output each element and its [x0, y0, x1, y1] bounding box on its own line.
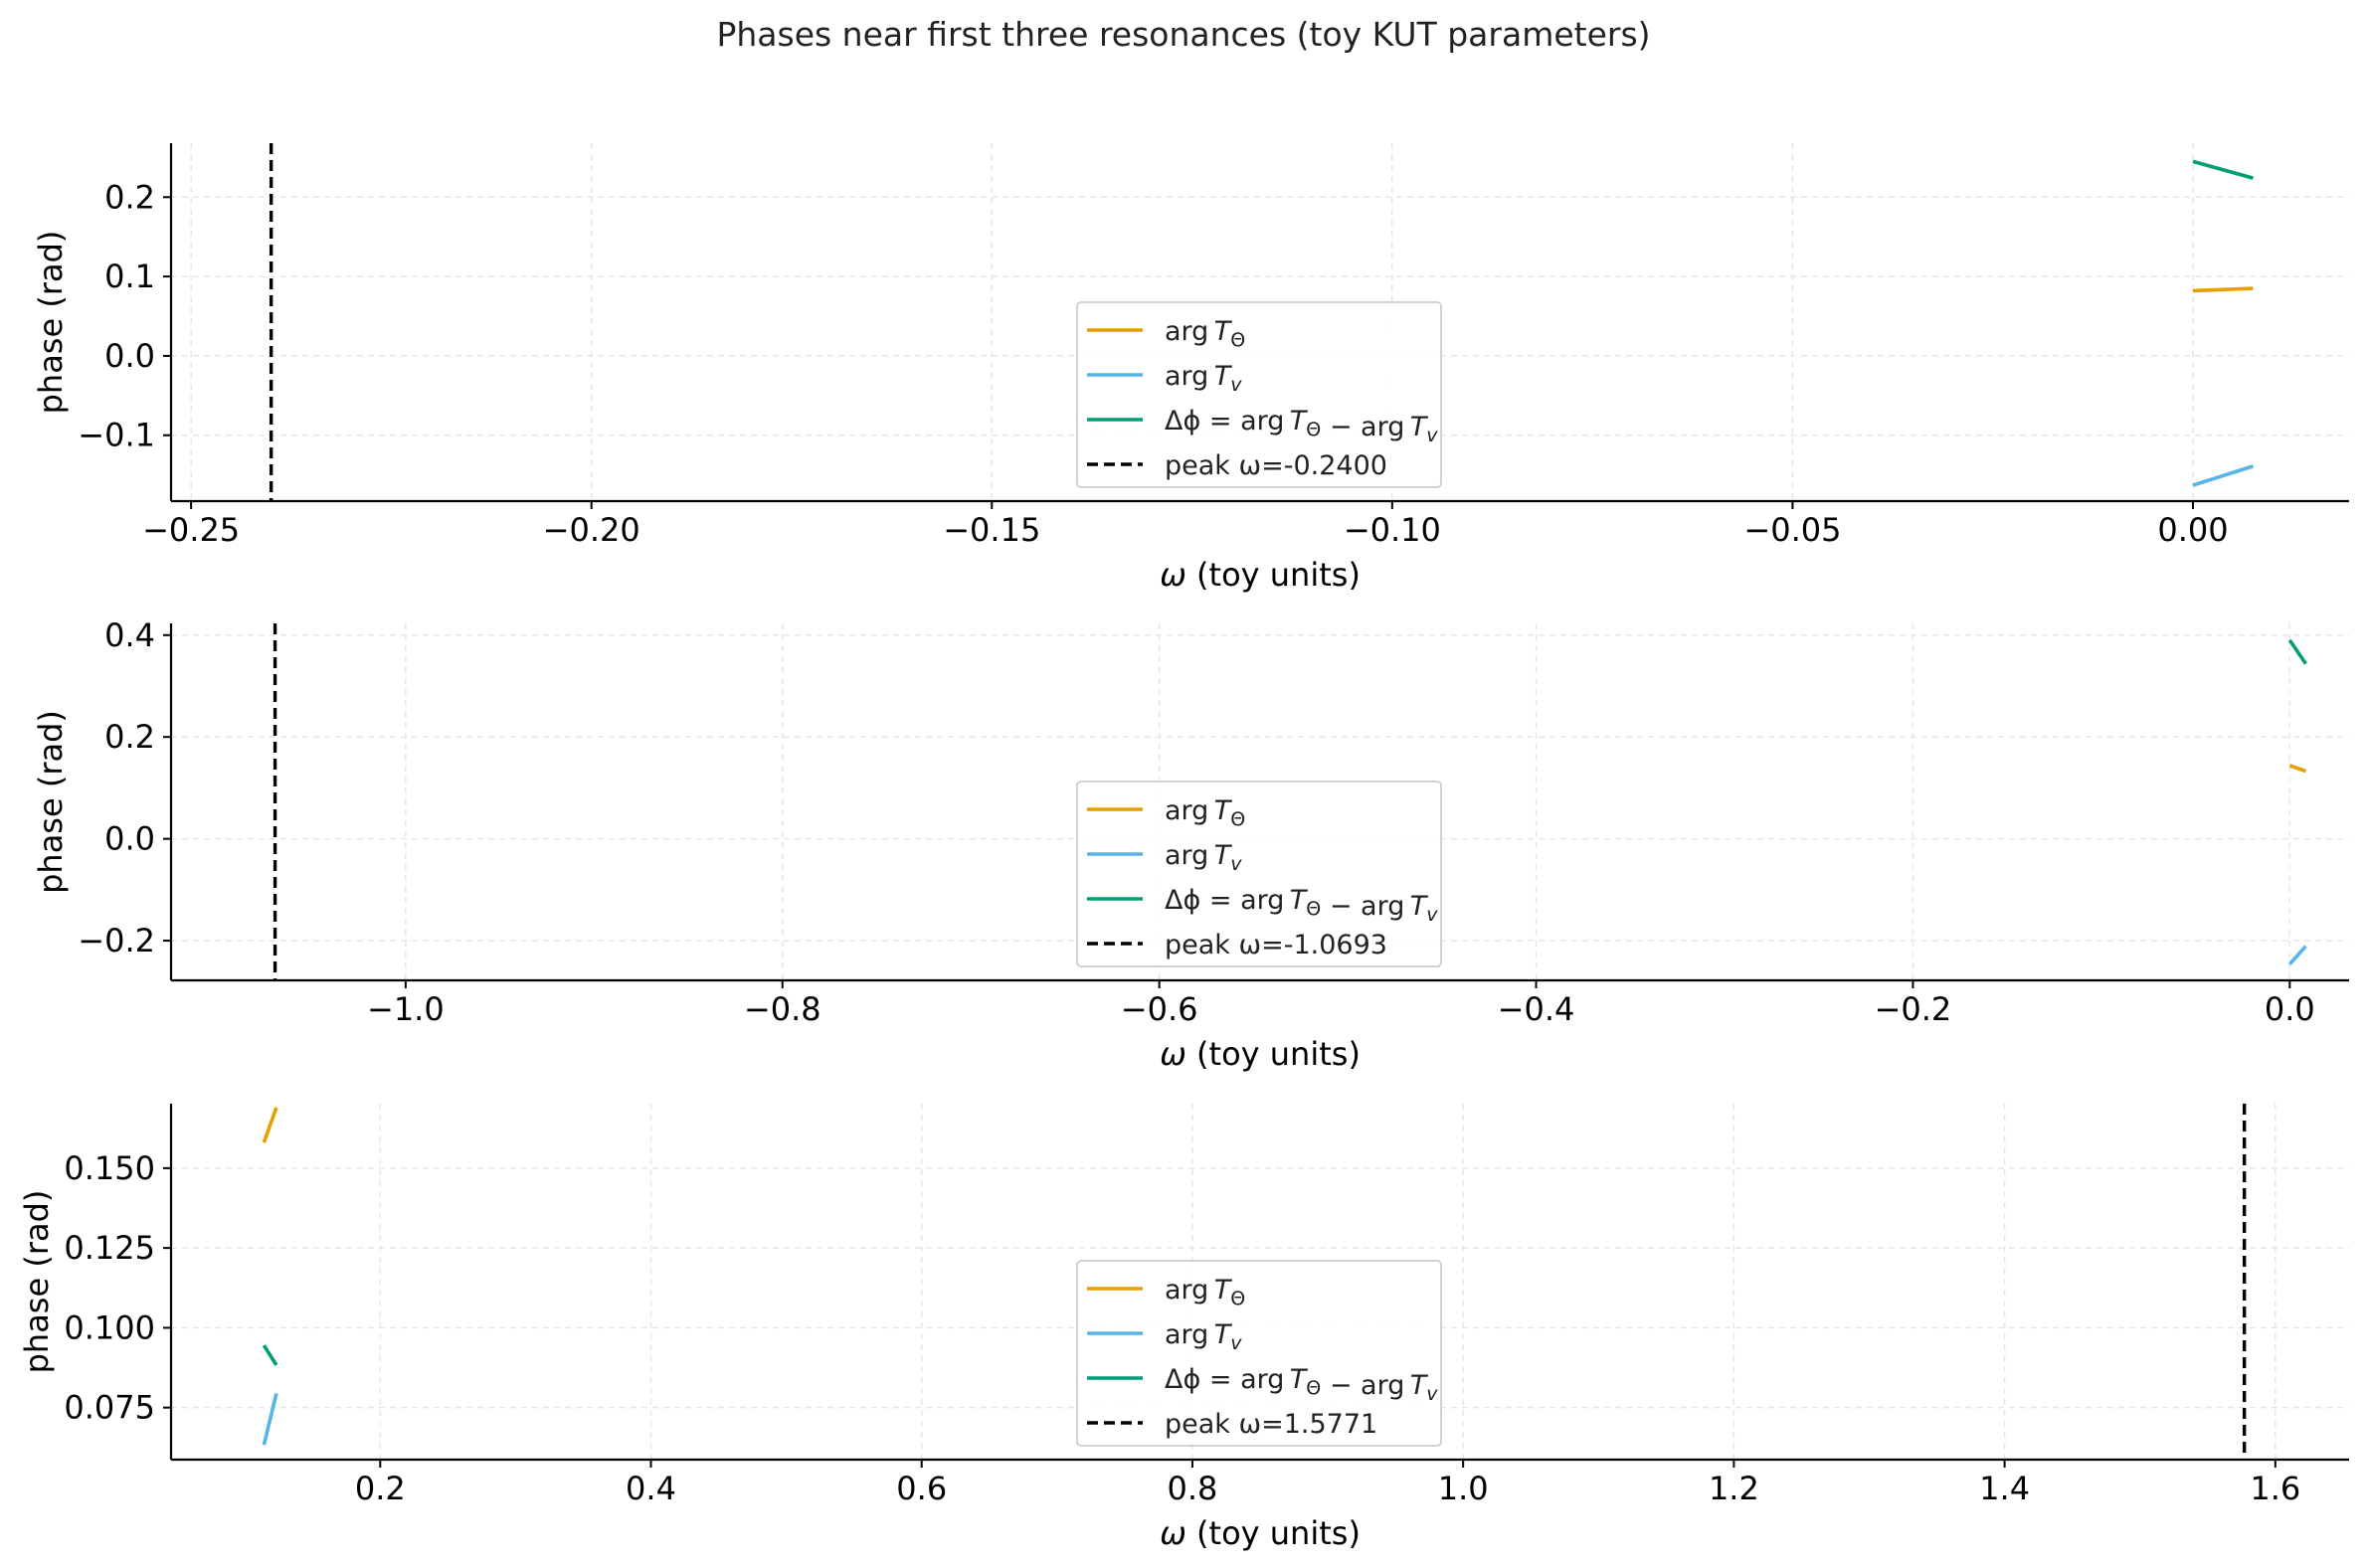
legend-box	[1076, 1260, 1442, 1447]
legend-label-peak: peak ω=-1.0693	[1165, 930, 1387, 960]
series-line-delta_phi	[2192, 159, 2254, 180]
y-tick-label: 0.4	[104, 616, 155, 654]
x-tick-label: 0.8	[1168, 1470, 1218, 1507]
y-tick-label: 0.0	[104, 337, 155, 375]
y-tick-label: 0.075	[64, 1389, 155, 1427]
y-tick-label: 0.2	[104, 178, 155, 216]
series-line-argT_theta	[2192, 286, 2254, 293]
x-tick-label: 1.4	[1979, 1470, 2030, 1507]
series-line-argT_v	[2192, 464, 2254, 487]
legend-label-argT_v: arg Tv	[1165, 840, 1242, 875]
legend-label-delta_phi: Δϕ = arg TΘ − arg Tv	[1165, 885, 1438, 926]
x-tick-label: −0.10	[1344, 511, 1441, 549]
panel-2: −1.0 −0.8 −0.6 −0.4 −0.2 0.0 −0.2 0.0 0.2 0.4 ω (t…	[32, 616, 2349, 1073]
legend-label-argT_v: arg Tv	[1165, 361, 1242, 396]
legend-label-argT_v: arg Tv	[1165, 1319, 1242, 1354]
x-tick-label: 0.2	[355, 1470, 406, 1507]
x-axis-title: ω (toy units)	[1160, 1035, 1361, 1073]
legend: arg TΘ arg Tv Δϕ = arg TΘ − arg Tv peak ω=-…	[1076, 781, 1442, 967]
x-tick-label: 1.2	[1709, 1470, 1759, 1507]
legend-label-peak: peak ω=1.5771	[1165, 1409, 1377, 1440]
x-tick-label: −0.25	[142, 511, 240, 549]
x-tick-label: 0.0	[2265, 990, 2315, 1028]
legend-label-argT_theta: arg TΘ	[1165, 316, 1245, 351]
x-tick-label: 1.0	[1438, 1470, 1489, 1507]
y-tick-label: 0.2	[104, 718, 155, 756]
y-axis-title: phase (rad)	[18, 1190, 56, 1374]
series-line-delta_phi	[2287, 638, 2307, 665]
x-tick-label: 0.4	[626, 1470, 676, 1507]
legend-box	[1076, 301, 1442, 488]
y-tick-label: 0.100	[64, 1308, 155, 1346]
legend-label-delta_phi: Δϕ = arg TΘ − arg Tv	[1165, 1364, 1438, 1405]
x-tick-label: −1.0	[367, 990, 445, 1028]
x-tick-label: −0.2	[1875, 990, 1952, 1028]
x-tick-label: −0.8	[744, 990, 821, 1028]
y-tick-label: 0.0	[104, 820, 155, 858]
x-tick-label: −0.20	[543, 511, 640, 549]
series-line-argT_v	[262, 1393, 278, 1446]
x-axis-title: ω (toy units)	[1160, 1514, 1361, 1552]
series-line-argT_v	[2287, 945, 2307, 965]
x-tick-label: 0.00	[2157, 511, 2228, 549]
y-tick-label: 0.125	[64, 1229, 155, 1267]
legend-label-delta_phi: Δϕ = arg TΘ − arg Tv	[1165, 406, 1438, 446]
series-line-delta_phi	[262, 1344, 278, 1366]
x-tick-label: 0.6	[896, 1470, 947, 1507]
figure-title: Phases near first three resonances (toy …	[716, 15, 1650, 54]
y-tick-label: 0.1	[104, 258, 155, 295]
series-line-argT_theta	[2288, 764, 2307, 774]
x-axis-title: ω (toy units)	[1160, 556, 1361, 594]
panel-3: 0.2 0.4 0.6 0.8 1.0 1.2 1.4 1.6 0.075 0.100 0.125 0…	[18, 1104, 2349, 1552]
panel-1: −0.25 −0.20 −0.15 −0.10 −0.05 0.00 −0.1 0.0 0.1 0…	[32, 143, 2349, 594]
x-tick-label: −0.6	[1121, 990, 1198, 1028]
x-tick-label: −0.05	[1743, 511, 1841, 549]
y-tick-label: −0.1	[78, 417, 155, 454]
y-tick-label: −0.2	[78, 922, 155, 959]
legend-box	[1076, 781, 1442, 967]
y-axis-title: phase (rad)	[32, 710, 70, 894]
legend: arg TΘ arg Tv Δϕ = arg TΘ − arg Tv peak ω=1…	[1076, 1260, 1442, 1447]
series-line-argT_theta	[262, 1107, 278, 1143]
legend: arg TΘ arg Tv Δϕ = arg TΘ − arg Tv peak ω=-…	[1076, 301, 1442, 488]
y-tick-label: 0.150	[64, 1149, 155, 1187]
x-tick-label: −0.4	[1498, 990, 1575, 1028]
legend-label-argT_theta: arg TΘ	[1165, 1275, 1245, 1309]
x-tick-label: −0.15	[943, 511, 1040, 549]
y-axis-title: phase (rad)	[32, 231, 70, 415]
legend-label-argT_theta: arg TΘ	[1165, 795, 1245, 830]
x-tick-label: 1.6	[2250, 1470, 2300, 1507]
legend-label-peak: peak ω=-0.2400	[1165, 450, 1387, 481]
